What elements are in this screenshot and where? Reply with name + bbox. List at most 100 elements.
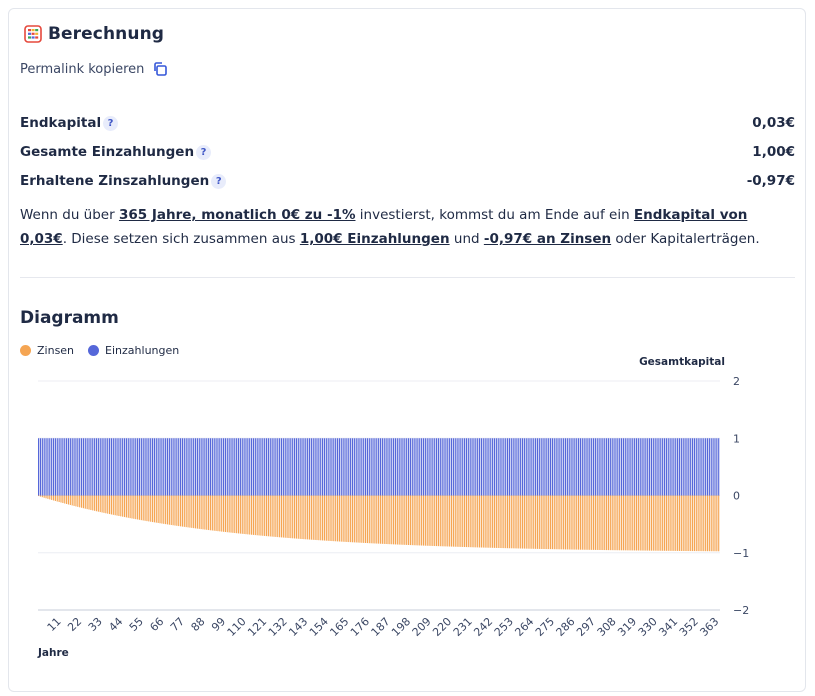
bar-einzahlungen [478, 438, 481, 496]
bar-zinsen [131, 495, 133, 519]
bar-zinsen [521, 495, 524, 549]
legend-dot-einzahlungen [88, 345, 100, 356]
bar-zinsen [540, 495, 542, 549]
bar-einzahlungen [480, 438, 482, 496]
bar-einzahlungen [699, 438, 701, 496]
bar-zinsen [705, 495, 707, 552]
summary-highlight: -0,97€ an Zinsen [483, 231, 612, 247]
bar-einzahlungen [439, 438, 441, 496]
bar-zinsen [299, 495, 301, 539]
bar-zinsen [54, 495, 56, 501]
help-icon[interactable]: ? [196, 144, 212, 160]
bar-einzahlungen [493, 438, 496, 496]
copy-icon[interactable] [152, 61, 168, 77]
bar-einzahlungen [60, 438, 62, 496]
bar-zinsen [678, 495, 681, 551]
bar-zinsen [611, 495, 613, 551]
permalink-button[interactable]: Permalink kopieren [20, 61, 168, 77]
bar-einzahlungen [391, 438, 393, 496]
legend-item-zinsen[interactable]: Zinsen [20, 344, 74, 357]
bar-zinsen [462, 495, 464, 547]
bar-einzahlungen [703, 438, 705, 496]
bar-zinsen [379, 495, 382, 544]
bar-zinsen [178, 495, 180, 527]
bar-zinsen [477, 495, 479, 548]
bar-einzahlungen [506, 438, 509, 496]
help-icon[interactable]: ? [103, 115, 119, 131]
bar-zinsen [574, 495, 576, 550]
bar-einzahlungen [303, 438, 305, 496]
bar-einzahlungen [107, 438, 109, 496]
bar-zinsen [482, 495, 484, 548]
bar-einzahlungen [269, 438, 271, 496]
bar-einzahlungen [47, 438, 49, 496]
bar-zinsen [52, 495, 55, 501]
bar-einzahlungen [437, 438, 440, 496]
legend-item-einzahlungen[interactable]: Einzahlungen [88, 344, 179, 357]
bar-zinsen [260, 495, 262, 536]
bar-einzahlungen [170, 438, 172, 496]
bar-zinsen [202, 495, 204, 530]
bar-einzahlungen [549, 438, 552, 496]
bar-zinsen [273, 495, 275, 537]
bar-zinsen [607, 495, 610, 551]
bar-zinsen [153, 495, 156, 523]
bar-zinsen [484, 495, 486, 548]
bar-einzahlungen [219, 438, 221, 496]
bar-zinsen [699, 495, 701, 552]
bar-zinsen [163, 495, 165, 524]
bar-zinsen [316, 495, 318, 541]
bar-zinsen [673, 495, 675, 551]
bar-zinsen [478, 495, 481, 548]
bar-zinsen [49, 495, 51, 500]
bar-zinsen [424, 495, 426, 546]
bar-einzahlungen [62, 438, 64, 496]
bar-zinsen [381, 495, 383, 544]
bar-zinsen [239, 495, 241, 534]
bar-einzahlungen [660, 438, 662, 496]
bar-zinsen [123, 495, 126, 518]
bar-zinsen [671, 495, 673, 551]
x-tick-label: 77 [168, 615, 187, 634]
bar-zinsen [389, 495, 391, 545]
bar-einzahlungen [568, 438, 570, 496]
bar-einzahlungen [350, 438, 352, 496]
bar-einzahlungen [125, 438, 127, 496]
bar-einzahlungen [548, 438, 550, 496]
bar-einzahlungen [185, 438, 187, 496]
bar-einzahlungen [527, 438, 529, 496]
x-tick-label: 121 [245, 615, 269, 639]
bar-zinsen [168, 495, 170, 525]
bar-einzahlungen [226, 438, 228, 496]
bar-zinsen [443, 495, 445, 547]
bar-zinsen [138, 495, 141, 520]
bar-zinsen [185, 495, 187, 528]
bar-einzahlungen [706, 438, 709, 496]
bar-zinsen [712, 495, 714, 552]
bar-einzahlungen [561, 438, 563, 496]
bar-einzahlungen [138, 438, 141, 496]
bar-einzahlungen [490, 438, 492, 496]
bar-zinsen [385, 495, 387, 545]
bar-einzahlungen [381, 438, 383, 496]
bar-einzahlungen [38, 438, 40, 496]
bar-einzahlungen [90, 438, 92, 496]
legend-label: Zinsen [37, 344, 75, 357]
bar-einzahlungen [596, 438, 598, 496]
permalink-label[interactable]: Permalink kopieren [20, 61, 145, 77]
bar-einzahlungen [435, 438, 438, 496]
help-icon[interactable]: ? [211, 173, 227, 189]
x-tick-label: 88 [189, 615, 208, 634]
bar-einzahlungen [234, 438, 236, 496]
bar-einzahlungen [465, 438, 468, 496]
summary-highlight: 365 Jahre, monatlich 0€ zu -1% [118, 207, 356, 223]
bar-zinsen [652, 495, 654, 551]
x-tick-label: 66 [147, 615, 166, 634]
bar-zinsen [204, 495, 206, 530]
bar-zinsen [615, 495, 617, 551]
bar-zinsen [189, 495, 191, 528]
bar-zinsen [241, 495, 243, 534]
bar-einzahlungen [464, 438, 466, 496]
bar-einzahlungen [174, 438, 176, 496]
bar-einzahlungen [180, 438, 182, 496]
